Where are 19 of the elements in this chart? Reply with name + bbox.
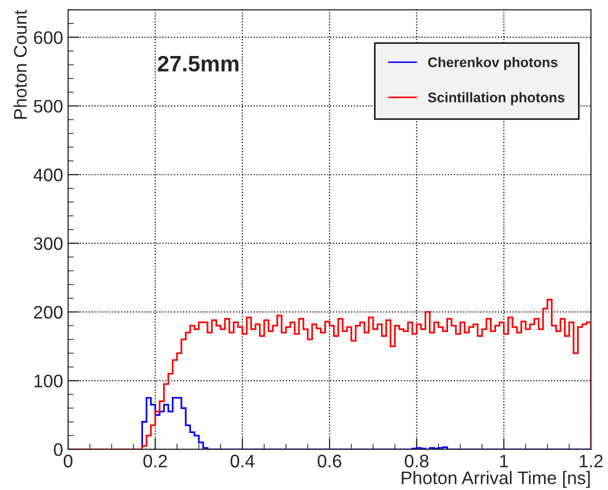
x-tick-label: 0.2 <box>143 454 167 468</box>
x-tick-label: 1.2 <box>580 454 603 468</box>
x-tick-label: 1 <box>500 454 508 468</box>
x-tick-label: 0 <box>64 454 72 468</box>
x-axis-title: Photon Arrival Time [ns] <box>402 471 590 488</box>
x-tick-label: 0.6 <box>318 454 342 468</box>
x-tick-label: 0.8 <box>404 454 428 468</box>
x-tick-label: 0.4 <box>230 454 254 468</box>
y-tick-label: 600 <box>34 31 63 44</box>
y-tick-label: 500 <box>34 100 63 113</box>
annotation: 27.5mm <box>158 56 238 72</box>
y-tick-label: 400 <box>34 168 63 182</box>
y-tick-label: 0 <box>54 443 63 456</box>
y-axis-title: Photon Count <box>14 10 27 119</box>
y-tick-label: 200 <box>34 306 63 319</box>
legend-label: Cherenkov photons <box>428 57 558 70</box>
legend-label: Scintillation photons <box>428 92 564 106</box>
y-tick-label: 300 <box>34 237 63 250</box>
y-tick-label: 100 <box>34 374 63 388</box>
